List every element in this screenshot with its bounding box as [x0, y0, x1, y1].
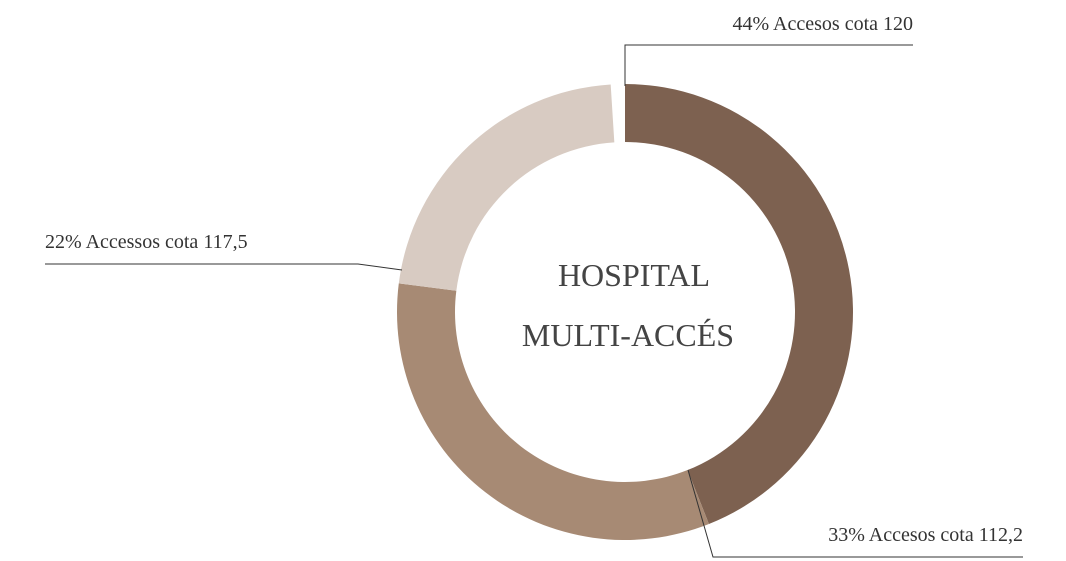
leader-line: [45, 263, 403, 271]
value-label: 33%: [828, 524, 865, 546]
category-label: Accesos cota 112,2: [869, 524, 1023, 546]
center-text: HOSPITAL: [558, 257, 710, 293]
slice-label: 22% Accessos cota 117,5: [45, 231, 248, 253]
category-label: Accessos cota 117,5: [86, 231, 248, 253]
donut-segment: [398, 84, 615, 291]
leader-line: [687, 469, 1023, 558]
donut-segment: [397, 283, 709, 540]
value-label: 22%: [45, 231, 82, 253]
value-label: 44%: [732, 13, 769, 35]
donut-segment: [625, 84, 854, 524]
leader-line: [624, 44, 913, 86]
category-label: Accesos cota 120: [773, 13, 913, 35]
slice-label: 44% Accesos cota 120: [732, 13, 913, 35]
slice-label: 33% Accesos cota 112,2: [828, 524, 1023, 546]
center-text: MULTI-ACCÉS: [522, 317, 734, 353]
